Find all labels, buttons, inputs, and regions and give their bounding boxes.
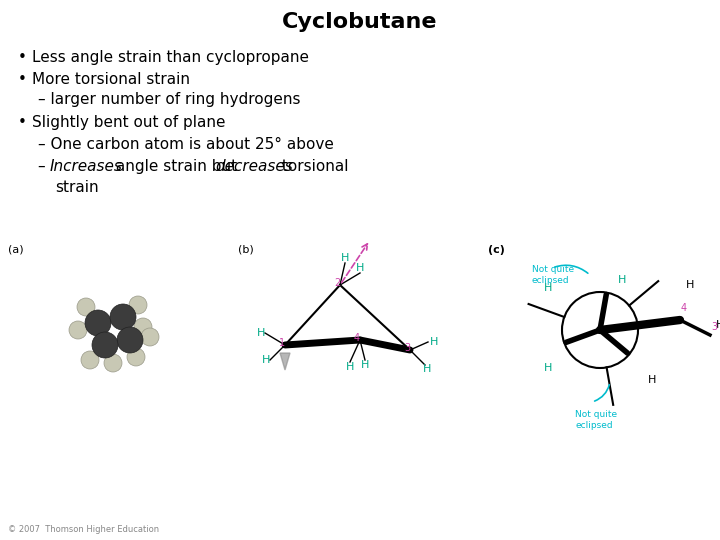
Text: Slightly bent out of plane: Slightly bent out of plane — [32, 115, 225, 130]
Text: (b): (b) — [238, 245, 253, 255]
Text: H: H — [346, 362, 354, 372]
Text: (a): (a) — [8, 245, 24, 255]
Circle shape — [127, 348, 145, 366]
Text: •: • — [18, 72, 27, 87]
Text: decreases: decreases — [215, 159, 293, 174]
Text: H: H — [544, 363, 552, 373]
Text: 2: 2 — [334, 278, 340, 288]
Circle shape — [129, 296, 147, 314]
Text: •: • — [18, 50, 27, 65]
Text: Cyclobutane: Cyclobutane — [282, 12, 438, 32]
Text: H: H — [356, 263, 364, 273]
Text: Increases: Increases — [50, 159, 123, 174]
Polygon shape — [280, 353, 290, 370]
Text: H: H — [430, 337, 438, 347]
Circle shape — [134, 318, 152, 336]
Text: (c): (c) — [488, 245, 505, 255]
Circle shape — [117, 327, 143, 353]
Text: 3: 3 — [711, 322, 717, 332]
Text: 4: 4 — [354, 333, 360, 343]
Text: Less angle strain than cyclopropane: Less angle strain than cyclopropane — [32, 50, 309, 65]
Circle shape — [81, 351, 99, 369]
Text: 1: 1 — [279, 338, 285, 348]
Text: H: H — [618, 275, 626, 285]
Circle shape — [92, 332, 118, 358]
Circle shape — [141, 328, 159, 346]
Text: Not quite
eclipsed: Not quite eclipsed — [575, 410, 617, 430]
Text: H: H — [423, 364, 431, 374]
Text: – One carbon atom is about 25° above: – One carbon atom is about 25° above — [38, 137, 334, 152]
Text: H: H — [341, 253, 349, 263]
Text: – larger number of ring hydrogens: – larger number of ring hydrogens — [38, 92, 300, 107]
Text: H: H — [257, 328, 265, 338]
Text: H: H — [361, 360, 369, 370]
Circle shape — [85, 310, 111, 336]
Text: H: H — [716, 320, 720, 330]
Circle shape — [104, 354, 122, 372]
Text: Not quite
eclipsed: Not quite eclipsed — [532, 265, 574, 285]
Circle shape — [69, 321, 87, 339]
Text: H: H — [686, 280, 694, 290]
Text: 4: 4 — [681, 303, 687, 313]
Text: –: – — [38, 159, 50, 174]
Text: H: H — [648, 375, 656, 385]
Text: H: H — [262, 355, 270, 365]
Circle shape — [110, 304, 136, 330]
Text: H: H — [544, 283, 552, 293]
Text: 3: 3 — [404, 343, 410, 353]
Text: strain: strain — [55, 180, 99, 195]
Text: torsional: torsional — [276, 159, 348, 174]
Text: © 2007  Thomson Higher Education: © 2007 Thomson Higher Education — [8, 525, 159, 534]
Circle shape — [77, 298, 95, 316]
Text: angle strain but: angle strain but — [111, 159, 242, 174]
Text: •: • — [18, 115, 27, 130]
Text: More torsional strain: More torsional strain — [32, 72, 190, 87]
